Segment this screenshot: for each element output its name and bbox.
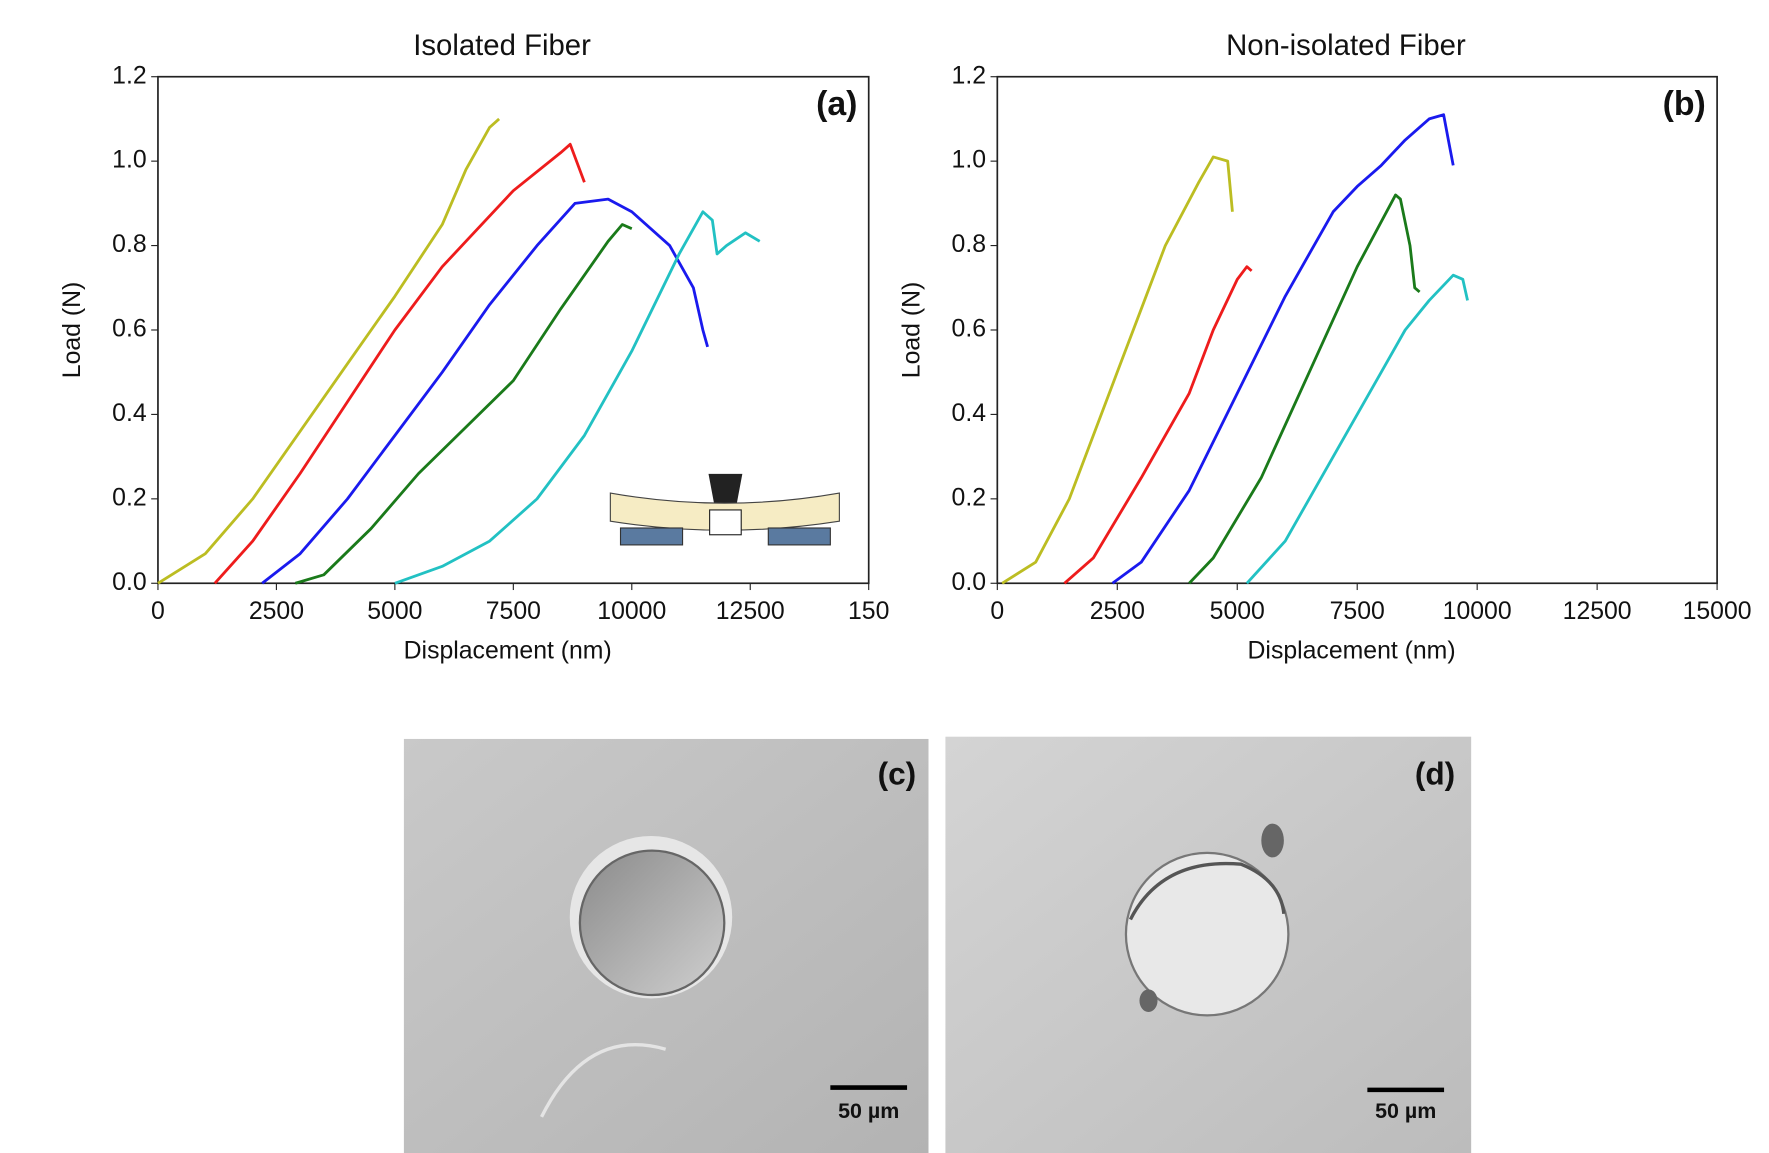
x-tick-label: 0: [990, 598, 1004, 625]
panel-label: (d): [1415, 756, 1455, 792]
data-line: [261, 197, 709, 585]
x-tick-label: 5000: [1210, 598, 1265, 625]
sem-image-c: (c) 50 µm: [403, 738, 929, 1153]
y-tick-label: 0.4: [952, 400, 987, 427]
data-line: [1245, 273, 1469, 585]
y-tick-label: 0.6: [112, 316, 146, 343]
y-tick-label: 0.4: [112, 400, 147, 427]
x-axis-label: Displacement (nm): [404, 638, 612, 665]
y-tick-label: 0.0: [952, 569, 986, 596]
x-tick-label: 150: [848, 598, 889, 625]
x-tick-label: 10000: [1443, 598, 1512, 625]
panel-label: (b): [1663, 85, 1706, 123]
chart-title: Isolated Fiber: [413, 29, 591, 62]
x-tick-label: 2500: [249, 598, 304, 625]
y-axis-label: Load (N): [59, 282, 86, 378]
x-tick-label: 5000: [367, 598, 422, 625]
y-tick-label: 0.8: [112, 231, 146, 258]
data-line: [1111, 113, 1455, 585]
chart-title: Non-isolated Fiber: [1226, 29, 1466, 62]
x-axis-label: Displacement (nm): [1248, 638, 1456, 665]
y-tick-label: 1.2: [952, 62, 986, 89]
y-tick-label: 0.2: [112, 484, 146, 511]
x-tick-label: 2500: [1090, 598, 1145, 625]
x-tick-label: 12500: [1563, 598, 1632, 625]
y-tick-label: 1.0: [112, 147, 146, 174]
y-tick-label: 1.0: [952, 147, 986, 174]
plot-frame: [996, 75, 1718, 585]
data-line: [213, 142, 586, 585]
data-line: [1001, 155, 1234, 585]
scale-bar-label: 50 µm: [1375, 1099, 1436, 1123]
panel-label: (c): [878, 756, 917, 792]
panel-label: (a): [816, 85, 857, 123]
y-tick-label: 1.2: [112, 62, 146, 89]
y-tick-label: 0.2: [952, 484, 986, 511]
data-line: [1188, 193, 1421, 585]
y-tick-label: 0.8: [952, 231, 986, 258]
y-tick-label: 0.0: [112, 569, 146, 596]
scale-bar-label: 50 µm: [838, 1099, 899, 1123]
x-tick-label: 12500: [716, 598, 785, 625]
inset-schematic: [609, 473, 840, 546]
x-tick-label: 7500: [1330, 598, 1385, 625]
data-line: [1063, 265, 1253, 585]
data-line: [394, 210, 761, 585]
sem-image-d: (d) 50 µm: [945, 736, 1472, 1153]
x-tick-label: 15000: [1683, 598, 1752, 625]
y-axis-label: Load (N): [898, 282, 925, 378]
x-tick-label: 10000: [597, 598, 666, 625]
charts: Isolated Fiber (a) Displacement (nm) Load (…: [59, 29, 1752, 665]
y-tick-label: 0.6: [952, 316, 986, 343]
x-tick-label: 7500: [486, 598, 541, 625]
data-line: [294, 223, 633, 585]
data-line: [157, 117, 501, 585]
x-tick-label: 0: [151, 598, 165, 625]
